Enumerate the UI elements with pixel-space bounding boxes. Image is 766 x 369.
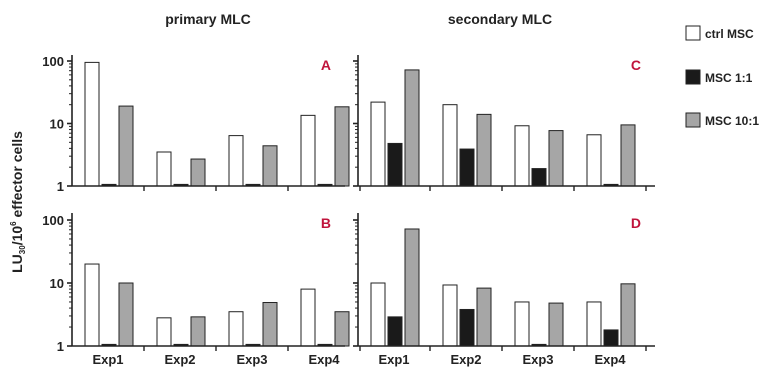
panel-label: B bbox=[321, 215, 331, 231]
bar bbox=[514, 301, 530, 347]
bar bbox=[459, 148, 475, 187]
bar bbox=[300, 114, 316, 187]
bar bbox=[262, 145, 278, 187]
panel-c: C bbox=[353, 55, 655, 191]
panel-a: 1 10 100 A bbox=[42, 54, 361, 194]
y-axis-label: LU30/106 effector cells bbox=[9, 131, 27, 273]
panel-b: 1 10 100 Exp1 Exp2 Exp3 Exp4 B bbox=[42, 213, 361, 367]
bar bbox=[404, 69, 420, 187]
legend-swatch bbox=[685, 69, 701, 85]
legend-label: MSC 10:1 bbox=[705, 114, 759, 128]
bar bbox=[190, 316, 206, 347]
y-axis-label-sub: 30 bbox=[18, 245, 27, 254]
bar bbox=[620, 124, 636, 187]
bar bbox=[334, 106, 350, 187]
x-tick-label: Exp3 bbox=[522, 352, 553, 367]
bar bbox=[603, 329, 619, 347]
y-tick-label: 10 bbox=[50, 276, 64, 291]
bar bbox=[190, 158, 206, 187]
y-tick-label: 10 bbox=[50, 117, 64, 132]
y-tick-label: 1 bbox=[57, 339, 64, 354]
bar bbox=[459, 308, 475, 347]
bar bbox=[387, 316, 403, 347]
panel-label: D bbox=[631, 215, 641, 231]
legend-entry: MSC 1:1 bbox=[685, 69, 753, 85]
bar bbox=[84, 61, 100, 187]
panel-label: A bbox=[321, 57, 331, 73]
bar bbox=[387, 142, 403, 187]
bar bbox=[84, 263, 100, 347]
x-tick-label: Exp4 bbox=[308, 352, 340, 367]
x-tick-label: Exp1 bbox=[92, 352, 123, 367]
legend-label: MSC 1:1 bbox=[705, 71, 753, 85]
bar bbox=[300, 288, 316, 347]
bar bbox=[228, 135, 244, 187]
y-axis-label-sup: 6 bbox=[9, 221, 18, 226]
bar bbox=[548, 130, 564, 187]
bar bbox=[586, 301, 602, 347]
legend-swatch bbox=[685, 25, 701, 41]
bar bbox=[118, 282, 134, 347]
bar bbox=[476, 113, 492, 187]
bar bbox=[118, 105, 134, 187]
bar bbox=[156, 151, 172, 187]
legend-swatch bbox=[685, 112, 701, 128]
bar bbox=[514, 125, 530, 187]
bar bbox=[228, 311, 244, 347]
bar bbox=[531, 168, 547, 187]
legend-entry: ctrl MSC bbox=[685, 25, 754, 41]
bar bbox=[156, 317, 172, 347]
x-tick-label: Exp4 bbox=[594, 352, 626, 367]
y-axis-label-rest: effector cells bbox=[9, 131, 25, 221]
column-title: secondary MLC bbox=[448, 11, 552, 27]
y-tick-label: 1 bbox=[57, 179, 64, 194]
bar bbox=[476, 287, 492, 347]
x-tick-label: Exp2 bbox=[450, 352, 481, 367]
panel-label: C bbox=[631, 57, 641, 73]
bar bbox=[442, 284, 458, 347]
bar bbox=[620, 283, 636, 347]
bar bbox=[442, 104, 458, 187]
bar bbox=[404, 228, 420, 347]
x-tick-label: Exp3 bbox=[236, 352, 267, 367]
y-tick-label: 100 bbox=[42, 213, 64, 228]
y-axis-label-main: LU bbox=[9, 254, 25, 273]
x-tick-label: Exp2 bbox=[164, 352, 195, 367]
bar bbox=[262, 302, 278, 347]
bar bbox=[370, 101, 386, 187]
bar bbox=[548, 302, 564, 347]
x-tick-label: Exp1 bbox=[378, 352, 409, 367]
bar bbox=[334, 311, 350, 347]
legend-entry: MSC 10:1 bbox=[685, 112, 759, 128]
y-tick-label: 100 bbox=[42, 54, 64, 69]
bar bbox=[370, 282, 386, 347]
legend-label: ctrl MSC bbox=[705, 27, 754, 41]
column-title: primary MLC bbox=[165, 11, 251, 27]
panel-d: Exp1 Exp2 Exp3 Exp4 D bbox=[353, 213, 655, 367]
bar bbox=[586, 134, 602, 187]
y-axis-label-mid: /10 bbox=[9, 226, 25, 246]
